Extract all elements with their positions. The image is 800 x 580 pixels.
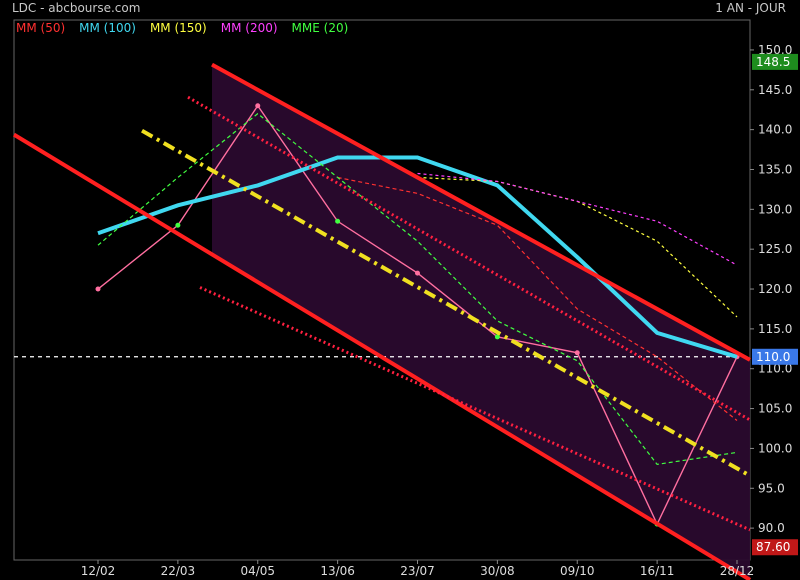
last-price-badge: 110.0 <box>756 350 790 364</box>
channel-mid <box>141 128 751 478</box>
legend-mm150: MM (150) <box>149 21 207 35</box>
y-tick-label: 110.0 <box>758 362 792 376</box>
channel-dotted <box>199 286 751 532</box>
x-tick-label: 30/08 <box>480 564 515 578</box>
series-mm-100- <box>97 155 738 359</box>
plot-frame <box>13 19 751 561</box>
low-badge-bg <box>752 539 798 556</box>
x-tick-label: 04/05 <box>240 564 275 578</box>
legend-mme20: MME (20) <box>291 21 349 35</box>
y-tick-label: 125.0 <box>758 242 792 256</box>
x-tick-label: 23/07 <box>400 564 435 578</box>
y-tick-label: 145.0 <box>758 83 792 97</box>
last-price-badge-bg <box>752 348 798 365</box>
price-point <box>255 103 261 109</box>
low-badge: 87.60 <box>756 540 790 554</box>
y-tick-label: 95.0 <box>758 481 785 495</box>
x-tick-label: 22/03 <box>161 564 196 578</box>
y-tick-label: 140.0 <box>758 123 792 137</box>
legend-mm200: MM (200) <box>220 21 278 35</box>
y-tick-label: 115.0 <box>758 322 792 336</box>
price-point <box>494 334 500 340</box>
chart-source: LDC - abcbourse.com <box>12 1 141 15</box>
chart-period: 1 AN - JOUR <box>715 1 786 15</box>
channel-lower <box>12 132 752 580</box>
channel-fill <box>212 64 750 580</box>
price-point <box>574 350 580 356</box>
high-badge: 148.5 <box>756 55 790 69</box>
x-tick-label: 13/06 <box>320 564 355 578</box>
price-point <box>95 286 101 292</box>
legend-mm50: MM (50) <box>16 21 66 35</box>
x-tick-label: 16/11 <box>640 564 675 578</box>
price-point <box>335 218 341 224</box>
y-tick-label: 135.0 <box>758 162 792 176</box>
price-point <box>175 222 181 228</box>
channel-dotted <box>187 95 751 422</box>
legend: MM (50) MM (100) MM (150) MM (200) MME (… <box>16 21 348 35</box>
y-tick-label: 100.0 <box>758 441 792 455</box>
y-tick-label: 150.0 <box>758 43 792 57</box>
high-badge-bg <box>752 53 798 70</box>
x-tick-label: 28/12 <box>720 564 755 578</box>
channel-upper <box>211 62 751 362</box>
series-mm-50- <box>337 176 738 421</box>
y-tick-label: 120.0 <box>758 282 792 296</box>
price-point <box>415 270 420 276</box>
y-tick-label: 105.0 <box>758 402 792 416</box>
x-tick-label: 09/10 <box>560 564 595 578</box>
x-tick-label: 12/02 <box>81 564 116 578</box>
series-mm-200- <box>417 172 738 266</box>
legend-mm100: MM (100) <box>79 21 136 35</box>
series-mme-20- <box>97 112 738 466</box>
y-tick-label: 130.0 <box>758 202 792 216</box>
y-tick-label: 90.0 <box>758 521 785 535</box>
